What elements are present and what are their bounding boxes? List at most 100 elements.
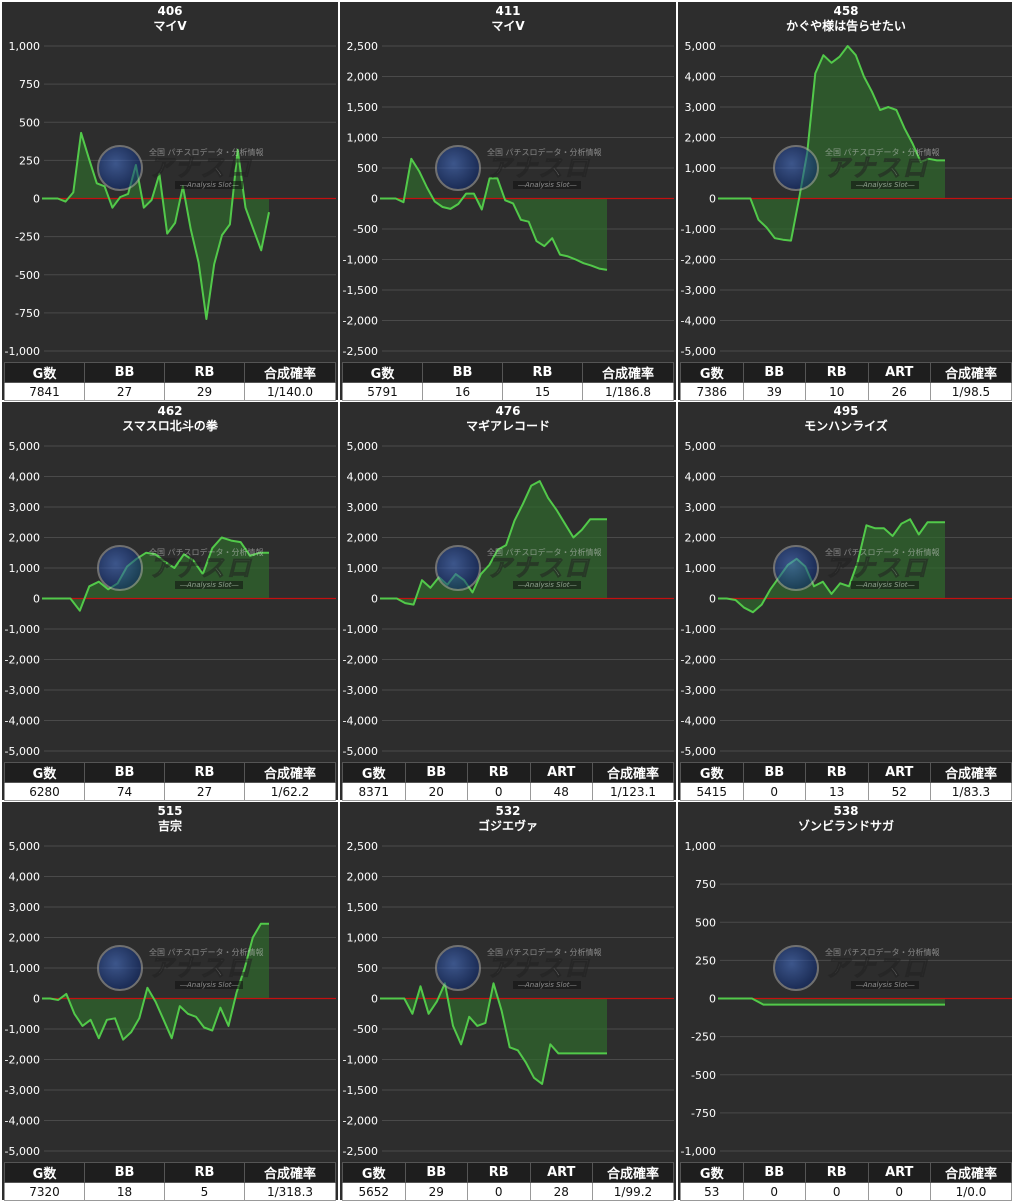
y-tick-label: -4,000 (343, 715, 378, 728)
table-cell: 52 (867, 782, 931, 801)
column-header: 合成確率 (930, 362, 1012, 383)
column-header: BB (404, 1162, 468, 1183)
table-cell: 0 (805, 1182, 869, 1201)
y-tick-label: 2,000 (347, 71, 379, 84)
series-line (380, 480, 607, 606)
y-tick-label: 4,000 (685, 471, 717, 484)
table-cell: 5791 (342, 382, 423, 401)
y-tick-label: -750 (691, 1107, 716, 1120)
table-header-row: G数 BB RB 合成確率 (342, 362, 674, 383)
y-tick-label: -2,000 (343, 654, 378, 667)
y-tick-label: -1,000 (5, 1023, 40, 1036)
line-chart: 5,000 4,000 3,000 2,000 1,000 0 -1,000 -2,000 -3… (681, 40, 1012, 358)
column-header: G数 (4, 1162, 85, 1183)
machine-number: 458 (833, 4, 859, 18)
y-tick-label: 4,000 (9, 871, 41, 884)
table-cell: 1/140.0 (244, 382, 336, 401)
y-tick-label: -1,000 (5, 345, 40, 358)
table-cell: 48 (529, 782, 593, 801)
table-header-row: G数 BB RB ART 合成確率 (680, 362, 1012, 383)
table-cell: 1/98.5 (930, 382, 1012, 401)
y-tick-label: 5,000 (685, 440, 717, 453)
y-tick-label: 2,000 (347, 871, 379, 884)
line-chart: 5,000 4,000 3,000 2,000 1,000 0 -1,000 -2,000 -3… (5, 440, 336, 758)
series-line (380, 157, 608, 271)
column-header: 合成確率 (592, 1162, 674, 1183)
y-tick-label: 1,000 (347, 132, 379, 145)
table-header-row: G数 BB RB ART 合成確率 (342, 762, 674, 783)
table-cell: 16 (422, 382, 503, 401)
machine-title: モンハンライズ (804, 419, 888, 433)
y-tick-label: -2,500 (343, 1145, 378, 1158)
table-cell: 5652 (342, 1182, 406, 1201)
y-tick-label: 500 (357, 962, 378, 975)
table-cell: 20 (404, 782, 468, 801)
table-cell: 0 (467, 1182, 531, 1201)
y-tick-label: -1,500 (343, 284, 378, 297)
column-header: RB (805, 362, 869, 383)
y-tick-label: -2,000 (681, 254, 716, 267)
column-header: G数 (342, 1162, 406, 1183)
column-header: ART (529, 1162, 593, 1183)
line-chart: 5,000 4,000 3,000 2,000 1,000 0 -1,000 -2,000 -3… (343, 440, 674, 758)
y-tick-label: 1,000 (685, 162, 717, 175)
table-cell: 1/83.3 (930, 782, 1012, 801)
table-cell: 29 (404, 1182, 468, 1201)
machine-title: スマスロ北斗の拳 (122, 419, 218, 433)
table-cell: 8371 (342, 782, 406, 801)
table-cell: 10 (805, 382, 869, 401)
y-tick-label: 0 (33, 193, 40, 206)
y-tick-label: 4,000 (685, 71, 717, 84)
series-line (42, 922, 269, 1041)
table-row: 5652 29 0 28 1/99.2 (342, 1182, 674, 1201)
table-cell: 27 (164, 782, 245, 801)
machine-number: 532 (495, 804, 521, 818)
machine-number: 411 (495, 4, 521, 18)
series-area (718, 46, 945, 241)
y-tick-label: 2,000 (685, 132, 717, 145)
slot-chart-panel: 5,000 4,000 3,000 2,000 1,000 0 -1,000 -2,000 -3… (678, 2, 1012, 401)
y-tick-label: 1,000 (347, 932, 379, 945)
table-cell: 53 (680, 1182, 744, 1201)
column-header: G数 (680, 362, 744, 383)
y-tick-label: -1,000 (343, 1054, 378, 1067)
table-cell: 13 (805, 782, 869, 801)
table-cell: 0 (867, 1182, 931, 1201)
slot-chart-panel: 1,000 750 500 250 0 -250 -500 -750 -1,000 538 ゾンビラ… (678, 802, 1012, 1201)
column-header: BB (422, 362, 503, 383)
column-header: RB (164, 1162, 245, 1183)
column-header: 合成確率 (592, 762, 674, 783)
y-tick-label: 5,000 (9, 440, 41, 453)
series-line (42, 536, 269, 612)
column-header: 合成確率 (244, 362, 336, 383)
y-tick-label: -250 (691, 1031, 716, 1044)
y-tick-label: 4,000 (9, 471, 41, 484)
y-tick-label: -750 (15, 307, 40, 320)
stats-table: G数 BB RB ART 合成確率 53 0 0 0 1/0.0 (680, 1162, 1012, 1201)
column-header: RB (467, 762, 531, 783)
table-cell: 18 (84, 1182, 165, 1201)
y-tick-label: 3,000 (9, 901, 41, 914)
table-cell: 0 (742, 782, 806, 801)
y-tick-label: -1,000 (681, 623, 716, 636)
y-tick-label: -4,000 (5, 715, 40, 728)
column-header: 合成確率 (244, 762, 336, 783)
series-area (718, 998, 945, 1005)
y-tick-label: -500 (353, 1023, 378, 1036)
y-tick-label: 0 (33, 593, 40, 606)
table-cell: 1/186.8 (582, 382, 674, 401)
table-row: 6280 74 27 1/62.2 (4, 782, 336, 801)
y-tick-label: 2,000 (347, 532, 379, 545)
y-tick-label: 1,500 (347, 101, 379, 114)
column-header: BB (742, 1162, 806, 1183)
table-row: 5791 16 15 1/186.8 (342, 382, 674, 401)
y-tick-label: 1,000 (9, 962, 41, 975)
column-header: RB (805, 1162, 869, 1183)
table-header-row: G数 BB RB 合成確率 (4, 362, 336, 383)
table-cell: 26 (867, 382, 931, 401)
y-tick-label: 5,000 (347, 440, 379, 453)
line-chart: 2,500 2,000 1,500 1,000 500 0 -500 -1,000 -1,500… (343, 40, 674, 358)
column-header: G数 (342, 762, 406, 783)
y-tick-label: -5,000 (343, 745, 378, 758)
machine-title: かぐや様は告らせたい (786, 19, 906, 33)
